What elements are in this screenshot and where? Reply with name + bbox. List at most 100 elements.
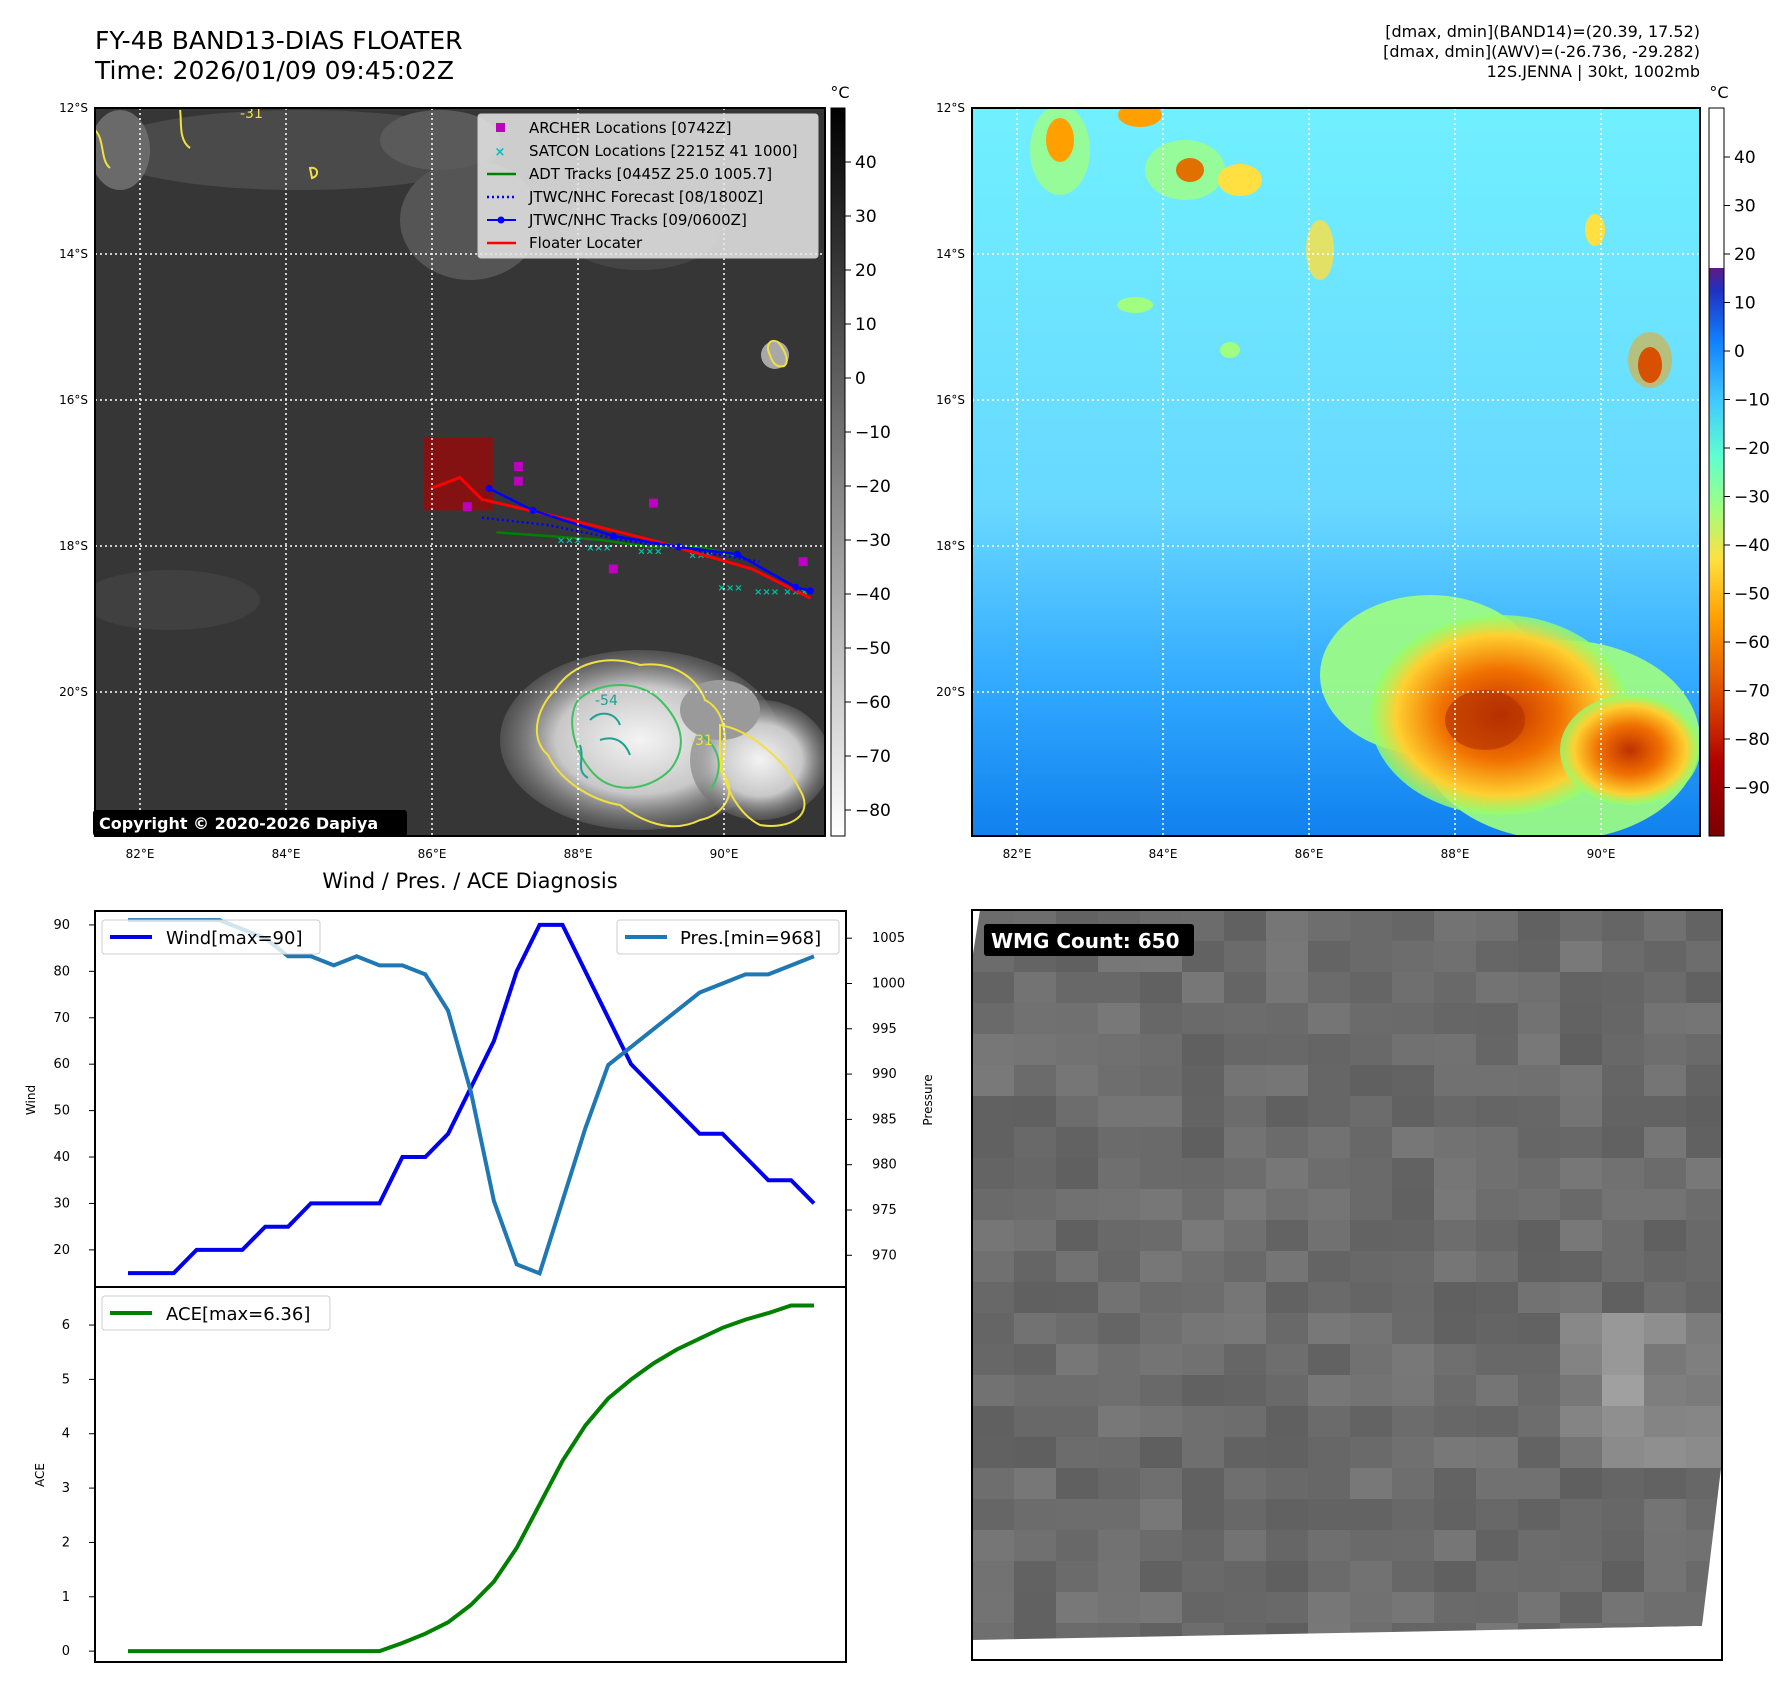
wind-tick-label: 70 <box>53 1011 70 1026</box>
wmg-tile <box>1434 972 1476 1003</box>
wmg-tile <box>1644 972 1686 1003</box>
wmg-tile <box>972 1313 1014 1344</box>
wmg-tile <box>1560 910 1602 941</box>
wmg-tile <box>1224 1375 1266 1406</box>
wmg-tile <box>1392 1251 1434 1282</box>
wmg-tile <box>1644 1034 1686 1065</box>
wmg-tile <box>972 1499 1014 1530</box>
wmg-tile <box>1392 1592 1434 1623</box>
wmg-tile <box>972 1065 1014 1096</box>
wmg-tile <box>1602 1034 1644 1065</box>
wmg-tile <box>1350 1034 1392 1065</box>
wmg-tile <box>1224 941 1266 972</box>
ace-tick-label: 2 <box>62 1535 70 1550</box>
track-legend: ARCHER Locations [0742Z] × SATCON Location… <box>477 113 819 259</box>
ace-legend-label: ACE[max=6.36] <box>166 1304 310 1325</box>
wmg-tile <box>1434 1592 1476 1623</box>
wmg-tile <box>1518 1375 1560 1406</box>
wmg-tile <box>1308 1592 1350 1623</box>
wind-axis-ticks: 20 30 40 50 60 70 80 90 <box>53 918 95 1258</box>
wind-legend: Wind[max=90] <box>101 919 321 955</box>
wmg-tile <box>1266 1251 1308 1282</box>
wmg-tile <box>1056 1530 1098 1561</box>
wmg-tile <box>1182 1158 1224 1189</box>
jtwc-track-point <box>485 484 493 492</box>
wmg-tile <box>1098 1127 1140 1158</box>
wmg-tile <box>1224 910 1266 941</box>
wmg-tile <box>1098 1375 1140 1406</box>
wmg-tile <box>972 1282 1014 1313</box>
pressure-tick-label: 985 <box>872 1112 897 1127</box>
wind-tick-label: 60 <box>53 1057 70 1072</box>
map-axis-labels-right: 82°E 84°E 86°E 88°E 90°E 12°S 14°S 16°S 18°S 20°S <box>936 101 1615 861</box>
wmg-tile <box>1140 1127 1182 1158</box>
lon-tick-label: 82°E <box>1003 847 1032 861</box>
wmg-tile <box>1098 1282 1140 1313</box>
wmg-tile <box>1602 1003 1644 1034</box>
wmg-tile <box>1014 1592 1056 1623</box>
pressure-tick-label: 995 <box>872 1022 897 1037</box>
wmg-tile <box>1098 1034 1140 1065</box>
wmg-tile <box>1098 972 1140 1003</box>
wmg-tile <box>1644 1282 1686 1313</box>
gray-colorbar-label: −80 <box>855 801 891 821</box>
lon-tick-label: 88°E <box>564 847 593 861</box>
wmg-tile <box>1308 1344 1350 1375</box>
wmg-tile <box>1266 972 1308 1003</box>
legend-label: JTWC/NHC Tracks [09/0600Z] <box>528 211 747 229</box>
wmg-tile <box>1014 1189 1056 1220</box>
wmg-tile <box>1098 1251 1140 1282</box>
wmg-tile <box>1224 1437 1266 1468</box>
wmg-tile <box>1560 1561 1602 1592</box>
wmg-tile <box>1140 1189 1182 1220</box>
wmg-tile <box>972 1034 1014 1065</box>
wmg-tile <box>1560 1468 1602 1499</box>
wind-tick-label: 40 <box>53 1150 70 1165</box>
ace-tick-label: 4 <box>62 1427 70 1442</box>
wmg-tile <box>1560 1592 1602 1623</box>
wmg-tile <box>1602 1189 1644 1220</box>
wind-axis-label: Wind <box>24 1085 38 1115</box>
wmg-swath-edge <box>972 1460 1722 1660</box>
wmg-tile <box>1602 1437 1644 1468</box>
wmg-tile <box>1602 1530 1644 1561</box>
storm-info-block: [dmax, dmin](BAND14)=(20.39, 17.52) [dma… <box>1383 22 1700 82</box>
wmg-tile <box>1014 1065 1056 1096</box>
wmg-tile <box>1518 1561 1560 1592</box>
wmg-tile <box>1266 1096 1308 1127</box>
wmg-tile <box>1350 1189 1392 1220</box>
wmg-tile <box>1350 1313 1392 1344</box>
wmg-tile <box>1560 1251 1602 1282</box>
wmg-tile <box>1392 1282 1434 1313</box>
wmg-tile <box>1602 1344 1644 1375</box>
wmg-tile <box>1686 1127 1722 1158</box>
wmg-tile <box>1350 1158 1392 1189</box>
wmg-tile <box>1056 1096 1098 1127</box>
wmg-tile <box>972 1592 1014 1623</box>
wmg-tile <box>1224 1344 1266 1375</box>
wmg-tile <box>1686 1437 1722 1468</box>
wmg-tile <box>1518 1344 1560 1375</box>
wmg-tile <box>1476 1003 1518 1034</box>
wmg-tile <box>1014 1127 1056 1158</box>
wmg-tile <box>1224 1592 1266 1623</box>
wmg-tile <box>1056 1003 1098 1034</box>
wmg-tile <box>1056 1158 1098 1189</box>
wmg-tile <box>1350 1065 1392 1096</box>
wmg-tile <box>1224 972 1266 1003</box>
wmg-tile <box>1602 1251 1644 1282</box>
wmg-tile <box>1350 1468 1392 1499</box>
wmg-tile <box>1434 1313 1476 1344</box>
wmg-tile <box>1350 1375 1392 1406</box>
ace-tick-label: 3 <box>62 1481 70 1496</box>
wmg-tile <box>1098 1003 1140 1034</box>
wmg-tile <box>1098 1530 1140 1561</box>
wmg-tile <box>1518 1468 1560 1499</box>
archer-marker <box>513 476 523 486</box>
color-colorbar-label: −90 <box>1734 779 1770 799</box>
wind-tick-label: 80 <box>53 964 70 979</box>
wmg-tile <box>1308 1530 1350 1561</box>
wmg-tile <box>1644 1437 1686 1468</box>
wmg-tile <box>1266 1344 1308 1375</box>
wmg-tile <box>1476 1530 1518 1561</box>
